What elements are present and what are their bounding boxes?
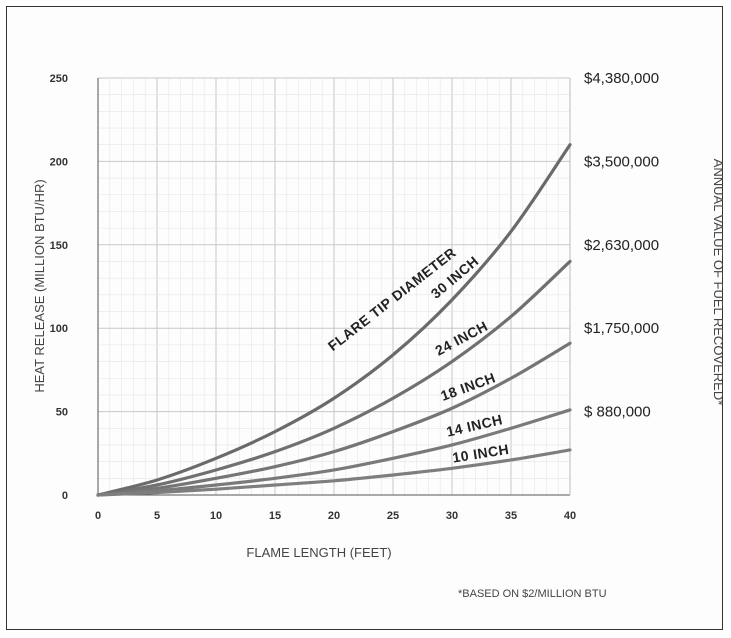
series-line-14-inch bbox=[96, 408, 572, 497]
footnote: *BASED ON $2/MILLION BTU bbox=[458, 588, 607, 600]
series-line-18-inch bbox=[96, 341, 572, 497]
x-tick-label: 25 bbox=[387, 510, 399, 522]
y-tick-label: 0 bbox=[62, 490, 68, 502]
series-line-24-inch bbox=[96, 259, 572, 497]
x-axis-label: FLAME LENGTH (FEET) bbox=[246, 545, 391, 560]
series-lines bbox=[96, 143, 572, 497]
y-tick-labels: 0 50 100 150 200 250 bbox=[50, 73, 68, 502]
y2-tick-label: $4,380,000 bbox=[584, 70, 659, 87]
y-tick-label: 100 bbox=[50, 323, 68, 335]
series-label: 14 INCH bbox=[445, 411, 504, 439]
x-tick-label: 5 bbox=[154, 510, 160, 522]
chart-frame bbox=[6, 6, 723, 630]
y-tick-label: 250 bbox=[50, 73, 68, 85]
y-tick-label: 50 bbox=[56, 407, 68, 419]
x-tick-label: 15 bbox=[269, 510, 281, 522]
y-axis-label: HEAT RELEASE (MILLION BTU/HR) bbox=[32, 179, 47, 392]
y2-tick-label: $3,500,000 bbox=[584, 153, 659, 170]
y2-tick-label: $1,750,000 bbox=[584, 320, 659, 337]
series-line-10-inch bbox=[96, 448, 572, 497]
series-line-30-inch bbox=[96, 143, 572, 497]
x-tick-labels: 0 5 10 15 20 25 30 35 40 bbox=[95, 510, 576, 522]
y2-tick-labels: $ 880,000 $1,750,000 $2,630,000 $3,500,000 $… bbox=[584, 70, 659, 421]
x-tick-label: 0 bbox=[95, 510, 101, 522]
series-label: 18 INCH bbox=[438, 369, 497, 404]
y2-tick-label: $2,630,000 bbox=[584, 237, 659, 254]
x-tick-label: 20 bbox=[328, 510, 340, 522]
y2-tick-label: $ 880,000 bbox=[584, 404, 651, 421]
y-tick-label: 150 bbox=[50, 240, 68, 252]
y2-axis-label: ANNUAL VALUE OF FUEL RECOVERED* bbox=[711, 159, 726, 406]
x-tick-label: 35 bbox=[505, 510, 517, 522]
x-tick-label: 10 bbox=[210, 510, 222, 522]
y-tick-label: 200 bbox=[50, 156, 68, 168]
x-tick-label: 30 bbox=[446, 510, 458, 522]
x-tick-label: 40 bbox=[564, 510, 576, 522]
